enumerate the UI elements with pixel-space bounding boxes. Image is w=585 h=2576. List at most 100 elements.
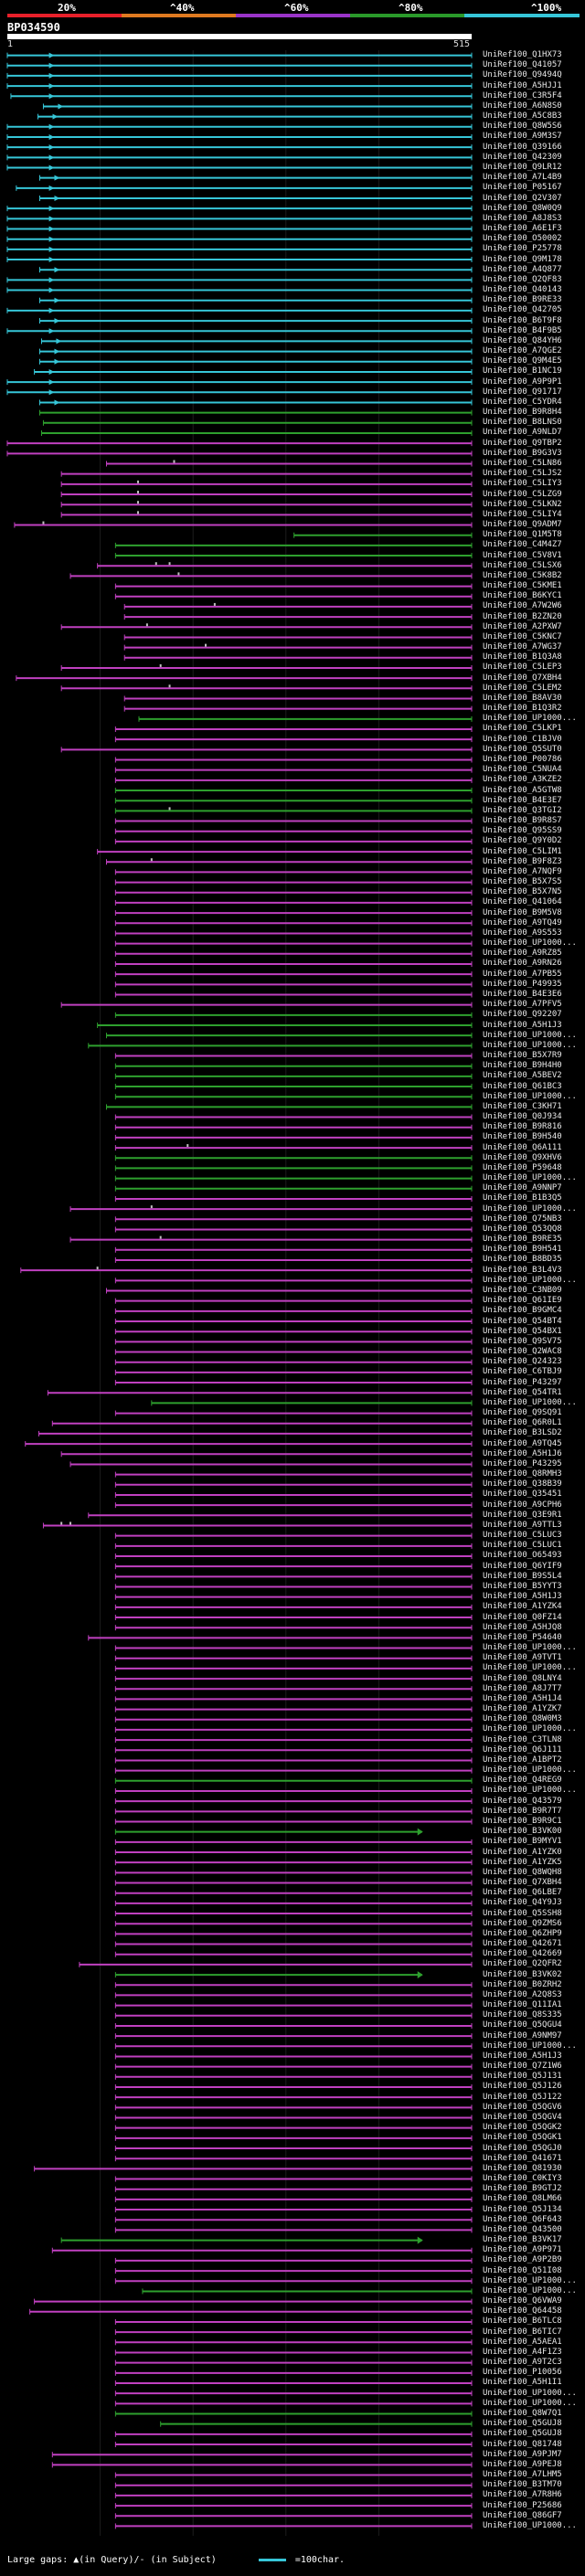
hit-label[interactable]: UniRef100_Q6VWA9	[483, 2296, 562, 2306]
hit-label[interactable]: UniRef100_C3NB09	[483, 1286, 562, 1295]
hit-label[interactable]: UniRef100_Q8W5S6	[483, 122, 562, 132]
hit-label[interactable]: UniRef100_B3VK17	[483, 2235, 562, 2245]
hit-label[interactable]: UniRef100_B9H541	[483, 1245, 562, 1255]
hit-label[interactable]: UniRef100_Q38B39	[483, 1479, 562, 1489]
hit-label[interactable]: UniRef100_A5HJJ1	[483, 80, 562, 90]
hit-label[interactable]: UniRef100_A7PFV5	[483, 1000, 562, 1010]
hit-label[interactable]: UniRef100_B5X7S5	[483, 877, 562, 887]
hit-label[interactable]: UniRef100_A1YZK4	[483, 1602, 562, 1612]
hit-label[interactable]: UniRef100_Q61IE9	[483, 1296, 562, 1306]
hit-label[interactable]: UniRef100_C4M4Z7	[483, 540, 562, 550]
hit-label[interactable]: UniRef100_B9H4H0	[483, 1061, 562, 1071]
hit-label[interactable]: UniRef100_Q5SUT0	[483, 744, 562, 754]
hit-label[interactable]: UniRef100_B9S5L4	[483, 1571, 562, 1581]
hit-label[interactable]: UniRef100_Q9TBP2	[483, 438, 562, 448]
hit-label[interactable]: UniRef100_B5YYT3	[483, 1582, 562, 1591]
hit-label[interactable]: UniRef100_Q92207	[483, 1010, 562, 1020]
hit-label[interactable]: UniRef100_B3VK00	[483, 1827, 562, 1837]
hit-label[interactable]: UniRef100_B9R8H4	[483, 408, 562, 418]
hit-label[interactable]: UniRef100_Q9SV75	[483, 1336, 562, 1346]
hit-label[interactable]: UniRef100_Q4Y9J3	[483, 1898, 562, 1908]
hit-label[interactable]: UniRef100_A5C8B3	[483, 111, 562, 122]
hit-label[interactable]: UniRef100_C3KH71	[483, 1101, 562, 1111]
hit-label[interactable]: UniRef100_Q2QF83	[483, 274, 562, 284]
hit-label[interactable]: UniRef100_A7PB55	[483, 969, 562, 979]
hit-label[interactable]: UniRef100_B9F8Z3	[483, 856, 562, 866]
hit-label[interactable]: UniRef100_A9TTL3	[483, 1520, 562, 1530]
hit-label[interactable]: UniRef100_Q8W7Q1	[483, 2409, 562, 2418]
hit-label[interactable]: UniRef100_B1NC19	[483, 366, 562, 376]
hit-label[interactable]: UniRef100_P10056	[483, 2368, 562, 2378]
hit-label[interactable]: UniRef100_C5KNC7	[483, 631, 562, 641]
hit-label[interactable]: UniRef100_Q8WQH8	[483, 1867, 562, 1877]
hit-label[interactable]: UniRef100_Q84YH6	[483, 335, 562, 345]
hit-label[interactable]: UniRef100_A7NQF9	[483, 866, 562, 876]
hit-label[interactable]: UniRef100_Q9Y0D2	[483, 836, 562, 846]
hit-label[interactable]: UniRef100_Q95SS9	[483, 826, 562, 836]
hit-label[interactable]: UniRef100_B1Q3A8	[483, 652, 562, 663]
hit-label[interactable]: UniRef100_C5LIY4	[483, 509, 562, 519]
hit-label[interactable]: UniRef100_Q0FZ14	[483, 1612, 562, 1622]
hit-label[interactable]: UniRef100_Q5QGU4	[483, 2020, 562, 2030]
hit-label[interactable]: UniRef100_Q9XHV6	[483, 1152, 562, 1162]
hit-label[interactable]: UniRef100_A9NLD7	[483, 428, 562, 438]
hit-label[interactable]: UniRef100_P49935	[483, 979, 562, 989]
hit-label[interactable]: UniRef100_UP1000...	[483, 1203, 577, 1214]
hit-label[interactable]: UniRef100_C5LJS2	[483, 469, 562, 479]
hit-label[interactable]: UniRef100_P54640	[483, 1632, 562, 1642]
hit-label[interactable]: UniRef100_B6T9F8	[483, 315, 562, 325]
hit-label[interactable]: UniRef100_B9R9C1	[483, 1816, 562, 1826]
hit-label[interactable]: UniRef100_UP1000...	[483, 1786, 577, 1796]
hit-label[interactable]: UniRef100_UP1000...	[483, 1397, 577, 1407]
hit-label[interactable]: UniRef100_C5LSX6	[483, 560, 562, 570]
hit-label[interactable]: UniRef100_Q9M178	[483, 254, 562, 264]
hit-label[interactable]: UniRef100_A7R8H6	[483, 2490, 562, 2500]
hit-label[interactable]: UniRef100_C3TLN8	[483, 1734, 562, 1744]
hit-label[interactable]: UniRef100_Q42669	[483, 1949, 562, 1959]
hit-label[interactable]: UniRef100_C5LKN2	[483, 499, 562, 509]
hit-label[interactable]: UniRef100_B5X7N5	[483, 887, 562, 897]
hit-label[interactable]: UniRef100_Q2QFR2	[483, 1959, 562, 1969]
hit-label[interactable]: UniRef100_A8J8S3	[483, 213, 562, 223]
hit-label[interactable]: UniRef100_C1BJV0	[483, 734, 562, 744]
hit-label[interactable]: UniRef100_P43297	[483, 1377, 562, 1387]
hit-label[interactable]: UniRef100_O65493	[483, 1551, 562, 1561]
hit-label[interactable]: UniRef100_A1YZK7	[483, 1704, 562, 1714]
hit-label[interactable]: UniRef100_Q8S335	[483, 2010, 562, 2020]
hit-label[interactable]: UniRef100_Q24323	[483, 1357, 562, 1367]
hit-label[interactable]: UniRef100_A5H1I1	[483, 2378, 562, 2388]
hit-label[interactable]: UniRef100_Q5QGV4	[483, 2113, 562, 2122]
hit-label[interactable]: UniRef100_A9P971	[483, 2245, 562, 2255]
hit-label[interactable]: UniRef100_Q9ZMS6	[483, 1918, 562, 1928]
hit-label[interactable]: UniRef100_UP1000...	[483, 1663, 577, 1673]
hit-label[interactable]: UniRef100_Q81748	[483, 2439, 562, 2449]
hit-label[interactable]: UniRef100_Q0J934	[483, 1112, 562, 1122]
hit-label[interactable]: UniRef100_Q43500	[483, 2224, 562, 2234]
hit-label[interactable]: UniRef100_UP1000...	[483, 1173, 577, 1183]
hit-label[interactable]: UniRef100_UP1000...	[483, 1040, 577, 1050]
hit-label[interactable]: UniRef100_A6E1F3	[483, 224, 562, 234]
hit-label[interactable]: UniRef100_Q39166	[483, 142, 562, 152]
hit-label[interactable]: UniRef100_UP1000...	[483, 1765, 577, 1776]
hit-label[interactable]: UniRef100_UP1000...	[483, 2388, 577, 2398]
hit-label[interactable]: UniRef100_Q8W0Q9	[483, 203, 562, 213]
hit-label[interactable]: UniRef100_Q5QGV6	[483, 2102, 562, 2112]
hit-label[interactable]: UniRef100_Q61BC3	[483, 1081, 562, 1091]
hit-label[interactable]: UniRef100_A7W2W6	[483, 601, 562, 611]
hit-label[interactable]: UniRef100_A9TVT1	[483, 1653, 562, 1663]
hit-label[interactable]: UniRef100_Q42309	[483, 152, 562, 162]
hit-label[interactable]: UniRef100_UP1000...	[483, 1091, 577, 1101]
hit-label[interactable]: UniRef100_A9T2C3	[483, 2358, 562, 2368]
hit-label[interactable]: UniRef100_Q41057	[483, 60, 562, 70]
hit-label[interactable]: UniRef100_O50002	[483, 234, 562, 244]
hit-label[interactable]: UniRef100_Q41671	[483, 2153, 562, 2163]
hit-label[interactable]: UniRef100_P43295	[483, 1458, 562, 1468]
hit-label[interactable]: UniRef100_A5AEA1	[483, 2337, 562, 2347]
hit-label[interactable]: UniRef100_Q64458	[483, 2306, 562, 2316]
hit-label[interactable]: UniRef100_Q2V307	[483, 193, 562, 203]
hit-label[interactable]: UniRef100_P25686	[483, 2500, 562, 2510]
hit-label[interactable]: UniRef100_Q4REG9	[483, 1776, 562, 1786]
hit-label[interactable]: UniRef100_A8J7T7	[483, 1683, 562, 1693]
hit-label[interactable]: UniRef100_UP1000...	[483, 1724, 577, 1734]
hit-label[interactable]: UniRef100_UP1000...	[483, 938, 577, 949]
